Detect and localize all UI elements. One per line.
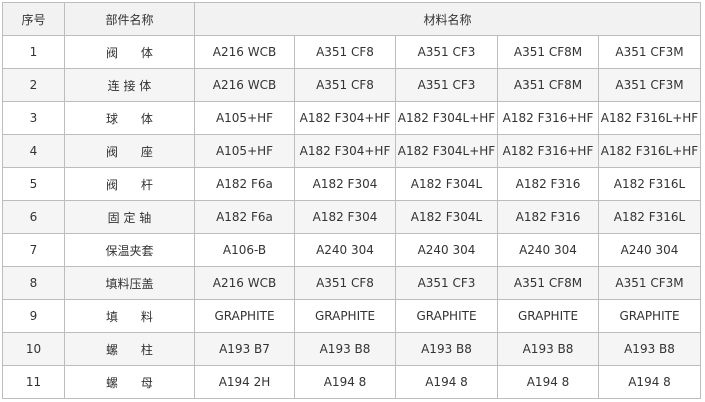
material-cell: A182 F6a <box>194 200 295 234</box>
material-cell: A182 F304L+HF <box>395 101 498 135</box>
part-cell: 填料压盖 <box>64 266 195 300</box>
header-row: 序号 部件名称 材料名称 <box>2 2 701 36</box>
material-cell: A106-B <box>194 233 295 267</box>
table-row: 7 保温夹套 A106-B A240 304 A240 304 A240 304 A240 … <box>2 233 701 267</box>
material-cell: A194 8 <box>598 365 701 399</box>
material-cell: A240 304 <box>395 233 498 267</box>
part-cell: 阀 体 <box>64 35 195 69</box>
material-cell: A240 304 <box>598 233 701 267</box>
material-cell: A194 2H <box>194 365 295 399</box>
material-cell: GRAPHITE <box>395 299 498 333</box>
material-cell: A193 B8 <box>294 332 396 366</box>
header-material: 材料名称 <box>194 2 701 36</box>
part-cell: 阀 座 <box>64 134 195 168</box>
material-cell: A182 F316+HF <box>497 134 599 168</box>
material-cell: A182 F304L <box>395 200 498 234</box>
part-cell: 螺 柱 <box>64 332 195 366</box>
no-cell: 7 <box>2 233 65 267</box>
material-cell: A194 8 <box>294 365 396 399</box>
header-part: 部件名称 <box>64 2 195 36</box>
material-cell: A182 F316L+HF <box>598 134 701 168</box>
material-cell: A193 B7 <box>194 332 295 366</box>
material-cell: A182 F316L+HF <box>598 101 701 135</box>
material-cell: A240 304 <box>294 233 396 267</box>
material-cell: A193 B8 <box>395 332 498 366</box>
material-cell: A351 CF8 <box>294 266 396 300</box>
no-cell: 6 <box>2 200 65 234</box>
material-cell: GRAPHITE <box>294 299 396 333</box>
material-cell: A193 B8 <box>497 332 599 366</box>
material-cell: A182 F6a <box>194 167 295 201</box>
material-cell: A194 8 <box>497 365 599 399</box>
material-cell: A182 F304L <box>395 167 498 201</box>
no-cell: 3 <box>2 101 65 135</box>
material-cell: A351 CF8M <box>497 266 599 300</box>
material-cell: A182 F304L+HF <box>395 134 498 168</box>
material-cell: A351 CF3 <box>395 266 498 300</box>
material-cell: A216 WCB <box>194 266 295 300</box>
table-row: 11 螺 母 A194 2H A194 8 A194 8 A194 8 A194 8 <box>2 365 701 399</box>
material-cell: A194 8 <box>395 365 498 399</box>
material-cell: A351 CF8M <box>497 35 599 69</box>
material-cell: A193 B8 <box>598 332 701 366</box>
material-cell: A216 WCB <box>194 35 295 69</box>
part-cell: 连 接 体 <box>64 68 195 102</box>
material-cell: A182 F316 <box>497 200 599 234</box>
material-cell: A240 304 <box>497 233 599 267</box>
table-row: 8 填料压盖 A216 WCB A351 CF8 A351 CF3 A351 CF8M A3… <box>2 266 701 300</box>
part-cell: 螺 母 <box>64 365 195 399</box>
part-cell: 球 体 <box>64 101 195 135</box>
material-cell: A351 CF8 <box>294 35 396 69</box>
material-cell: A105+HF <box>194 134 295 168</box>
part-cell: 保温夹套 <box>64 233 195 267</box>
material-cell: A351 CF3 <box>395 68 498 102</box>
material-cell: A182 F304+HF <box>294 101 396 135</box>
no-cell: 11 <box>2 365 65 399</box>
material-cell: A182 F316L <box>598 167 701 201</box>
table-row: 10 螺 柱 A193 B7 A193 B8 A193 B8 A193 B8 A193 B8 <box>2 332 701 366</box>
no-cell: 9 <box>2 299 65 333</box>
material-cell: A182 F316 <box>497 167 599 201</box>
material-cell: A182 F316L <box>598 200 701 234</box>
material-cell: A351 CF8M <box>497 68 599 102</box>
material-cell: A351 CF3 <box>395 35 498 69</box>
material-cell: A351 CF3M <box>598 68 701 102</box>
part-cell: 阀 杆 <box>64 167 195 201</box>
no-cell: 8 <box>2 266 65 300</box>
material-cell: GRAPHITE <box>194 299 295 333</box>
material-cell: GRAPHITE <box>497 299 599 333</box>
material-cell: A182 F304 <box>294 167 396 201</box>
material-cell: A216 WCB <box>194 68 295 102</box>
part-cell: 填 料 <box>64 299 195 333</box>
material-cell: A182 F316+HF <box>497 101 599 135</box>
material-cell: A105+HF <box>194 101 295 135</box>
material-cell: A182 F304+HF <box>294 134 396 168</box>
no-cell: 4 <box>2 134 65 168</box>
material-cell: A351 CF8 <box>294 68 396 102</box>
part-cell: 固 定 轴 <box>64 200 195 234</box>
no-cell: 5 <box>2 167 65 201</box>
no-cell: 2 <box>2 68 65 102</box>
material-cell: GRAPHITE <box>598 299 701 333</box>
material-cell: A351 CF3M <box>598 35 701 69</box>
material-cell: A182 F304 <box>294 200 396 234</box>
no-cell: 10 <box>2 332 65 366</box>
material-cell: A351 CF3M <box>598 266 701 300</box>
no-cell: 1 <box>2 35 65 69</box>
header-no: 序号 <box>2 2 65 36</box>
